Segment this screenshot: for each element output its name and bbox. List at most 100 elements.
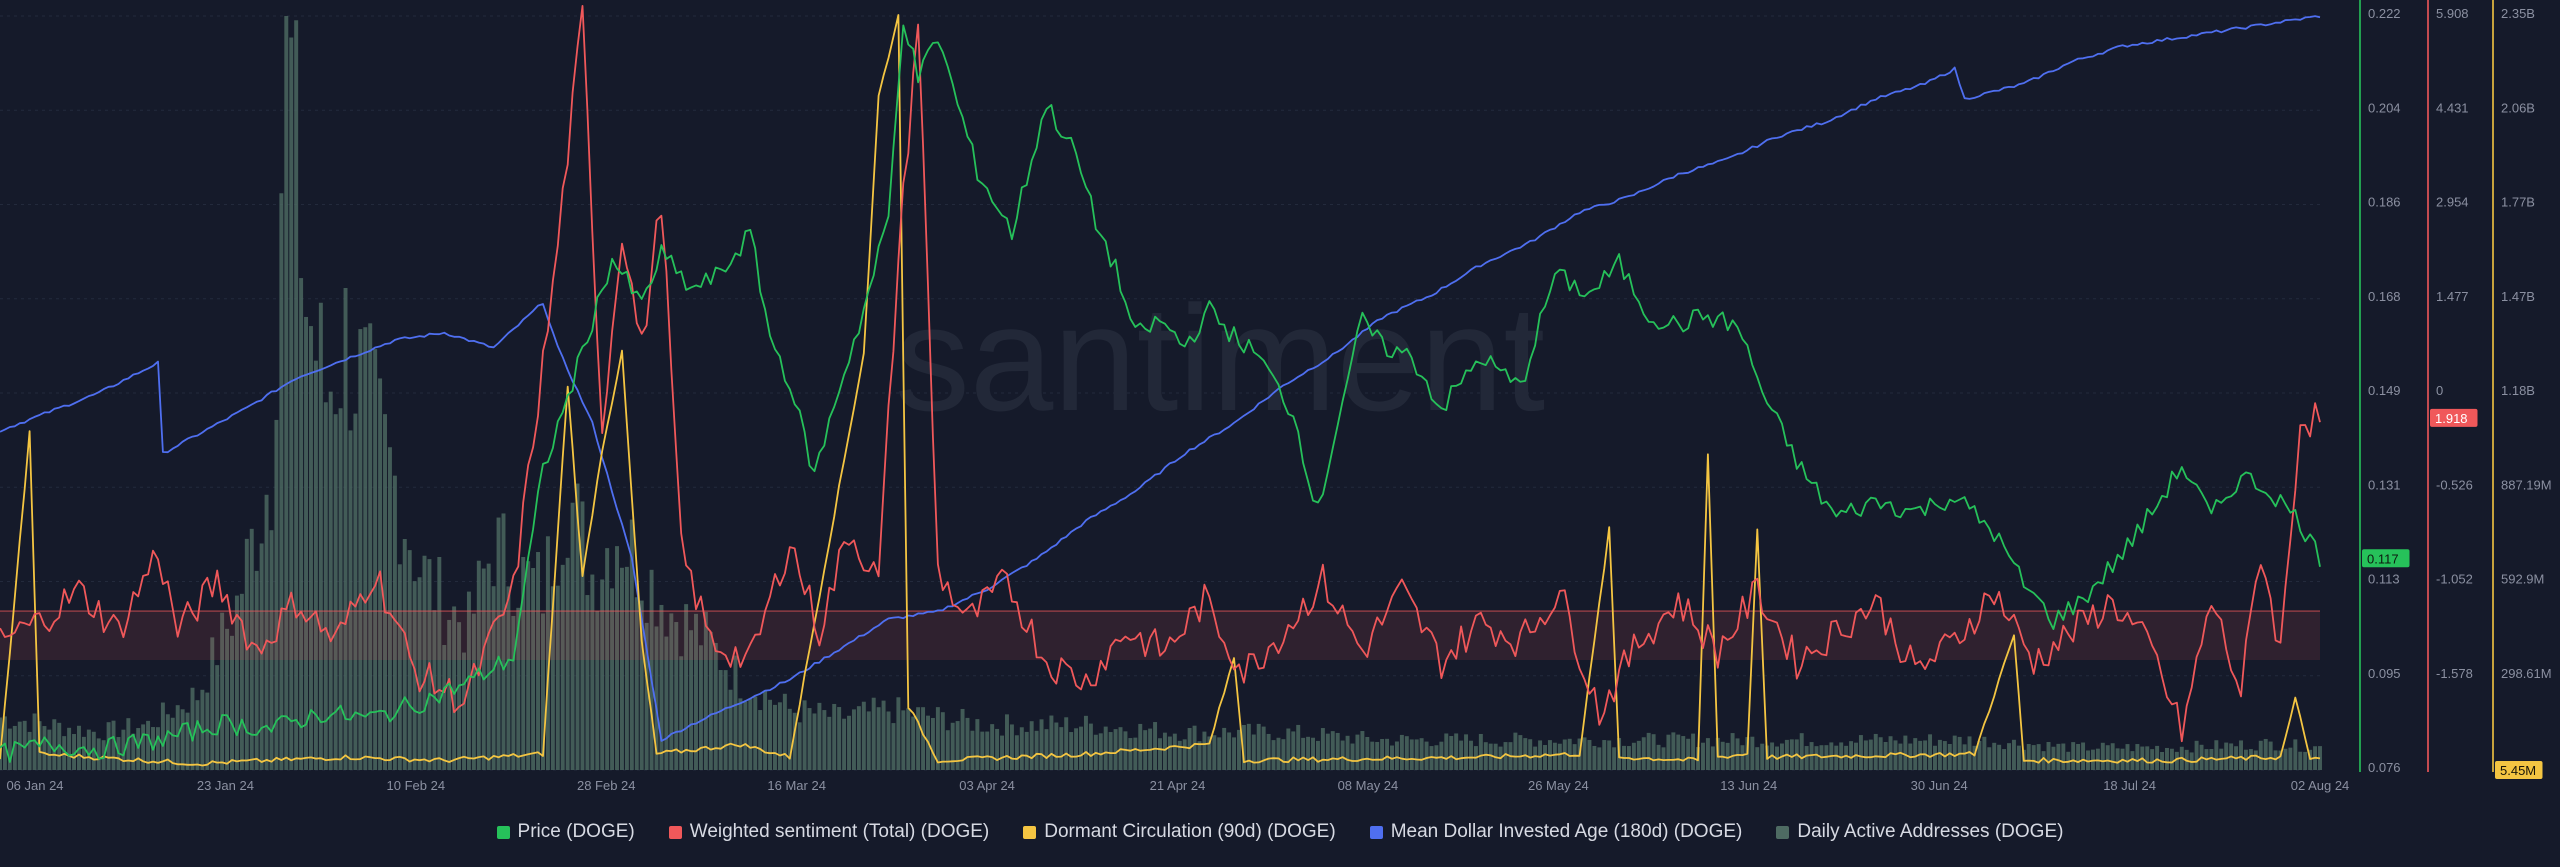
daa-bar — [703, 611, 708, 770]
daa-bar — [1523, 738, 1528, 770]
daa-bar — [210, 637, 215, 770]
daa-bar — [1449, 736, 1454, 770]
daa-bar — [1158, 738, 1162, 770]
daa-bar — [294, 20, 299, 770]
daa-bar — [624, 566, 629, 770]
daa-bar — [1538, 740, 1543, 770]
daa-bar — [358, 329, 363, 770]
daa-bar — [807, 708, 812, 770]
daa-bar — [1464, 734, 1469, 770]
daa-bar — [1044, 729, 1049, 770]
daa-bar — [1913, 738, 1918, 770]
daa-bar — [615, 546, 619, 770]
daa-bar — [1059, 727, 1064, 770]
daa-bar — [269, 530, 274, 770]
dormant-circulation-line — [0, 14, 2321, 767]
daa-bar — [146, 720, 151, 770]
daa-bar — [2071, 742, 2076, 770]
daa-bar — [1710, 746, 1715, 770]
daa-bar — [644, 622, 649, 770]
x-tick-label: 18 Jul 24 — [2103, 778, 2156, 793]
legend-swatch — [496, 825, 510, 839]
daa-bar — [1799, 733, 1804, 770]
daa-bar — [590, 574, 595, 770]
daa-bar — [2263, 738, 2268, 770]
daa-bar — [1340, 740, 1345, 770]
x-tick-label: 26 May 24 — [1528, 778, 1589, 793]
daa-bar — [1947, 743, 1952, 770]
legend-item[interactable]: Dormant Circulation (90d) (DOGE) — [1023, 821, 1336, 843]
legend-item[interactable]: Mean Dollar Invested Age (180d) (DOGE) — [1369, 821, 1742, 843]
daa-bar — [180, 709, 185, 770]
daa-bar — [738, 698, 743, 770]
daa-bar — [106, 722, 111, 770]
daa-bar — [1671, 732, 1676, 770]
daa-bar — [610, 588, 615, 770]
sentiment-tick-label: 1.477 — [2436, 289, 2469, 304]
daa-bar — [1730, 733, 1735, 770]
daa-bar — [822, 710, 827, 770]
daa-bar — [851, 709, 856, 770]
daa-bar — [1098, 733, 1103, 770]
x-tick-label: 30 Jun 24 — [1911, 778, 1968, 793]
daa-bar — [284, 16, 289, 770]
daa-bar — [555, 585, 560, 770]
legend-item[interactable]: Weighted sentiment (Total) (DOGE) — [668, 821, 989, 843]
daa-bar — [634, 597, 639, 770]
daa-bar — [2081, 742, 2086, 770]
daa-bar — [491, 586, 496, 770]
daa-bar — [679, 656, 684, 770]
daa-bar — [442, 645, 447, 770]
daa-bar — [916, 707, 921, 770]
daa-bar — [96, 738, 101, 770]
daa-bar — [2095, 748, 2100, 770]
daa-bar — [2214, 740, 2219, 770]
legend-item[interactable]: Daily Active Addresses (DOGE) — [1776, 821, 2063, 843]
daa-bar — [950, 722, 955, 770]
daa-bar — [2194, 740, 2199, 770]
daa-bar — [1868, 739, 1873, 770]
daa-bar — [1528, 739, 1533, 770]
daa-bar — [2056, 743, 2061, 770]
daa-bar — [1385, 738, 1390, 770]
daa-bar — [323, 402, 328, 770]
daa-bar — [758, 710, 763, 770]
daa-bar — [2293, 739, 2298, 770]
legend-swatch — [1776, 825, 1790, 839]
daa-bar — [930, 717, 935, 770]
daa-bar — [47, 729, 52, 770]
daa-bar — [1562, 739, 1567, 770]
price-tick-label: 0.131 — [2368, 477, 2401, 492]
daa-bar — [244, 538, 249, 770]
daa-bar — [1256, 723, 1261, 770]
daa-bar — [2036, 744, 2041, 770]
daa-bar — [684, 604, 689, 770]
daa-bar — [521, 556, 526, 770]
legend-label: Price (DOGE) — [517, 821, 635, 842]
daa-bar — [1054, 722, 1059, 770]
daa-bar — [1740, 745, 1745, 770]
daa-bar — [1893, 740, 1898, 770]
daa-bar — [1977, 740, 1982, 770]
daa-bar — [1987, 747, 1992, 770]
weighted-sentiment-line — [0, 5, 2321, 743]
daa-bar — [1315, 740, 1320, 770]
daa-bar — [1266, 733, 1271, 770]
daa-bar — [1074, 728, 1079, 770]
daa-bar — [896, 697, 901, 770]
daa-bar — [2174, 751, 2179, 770]
price-current-badge-bg — [2362, 549, 2410, 568]
dormant-tick-label: 2.35B — [2501, 6, 2535, 21]
daa-bar — [313, 360, 318, 770]
legend-item[interactable]: Price (DOGE) — [496, 821, 635, 843]
daa-bar — [1602, 740, 1607, 770]
daa-bar — [777, 702, 782, 770]
dormant-tick-label: 2.06B — [2501, 100, 2535, 115]
daa-bar — [787, 708, 792, 770]
daa-bar — [694, 613, 698, 770]
daa-bar — [837, 707, 842, 770]
daa-bar — [2110, 743, 2115, 770]
daa-bar — [802, 700, 807, 770]
daa-bar — [328, 391, 333, 770]
daa-bar — [545, 536, 550, 770]
